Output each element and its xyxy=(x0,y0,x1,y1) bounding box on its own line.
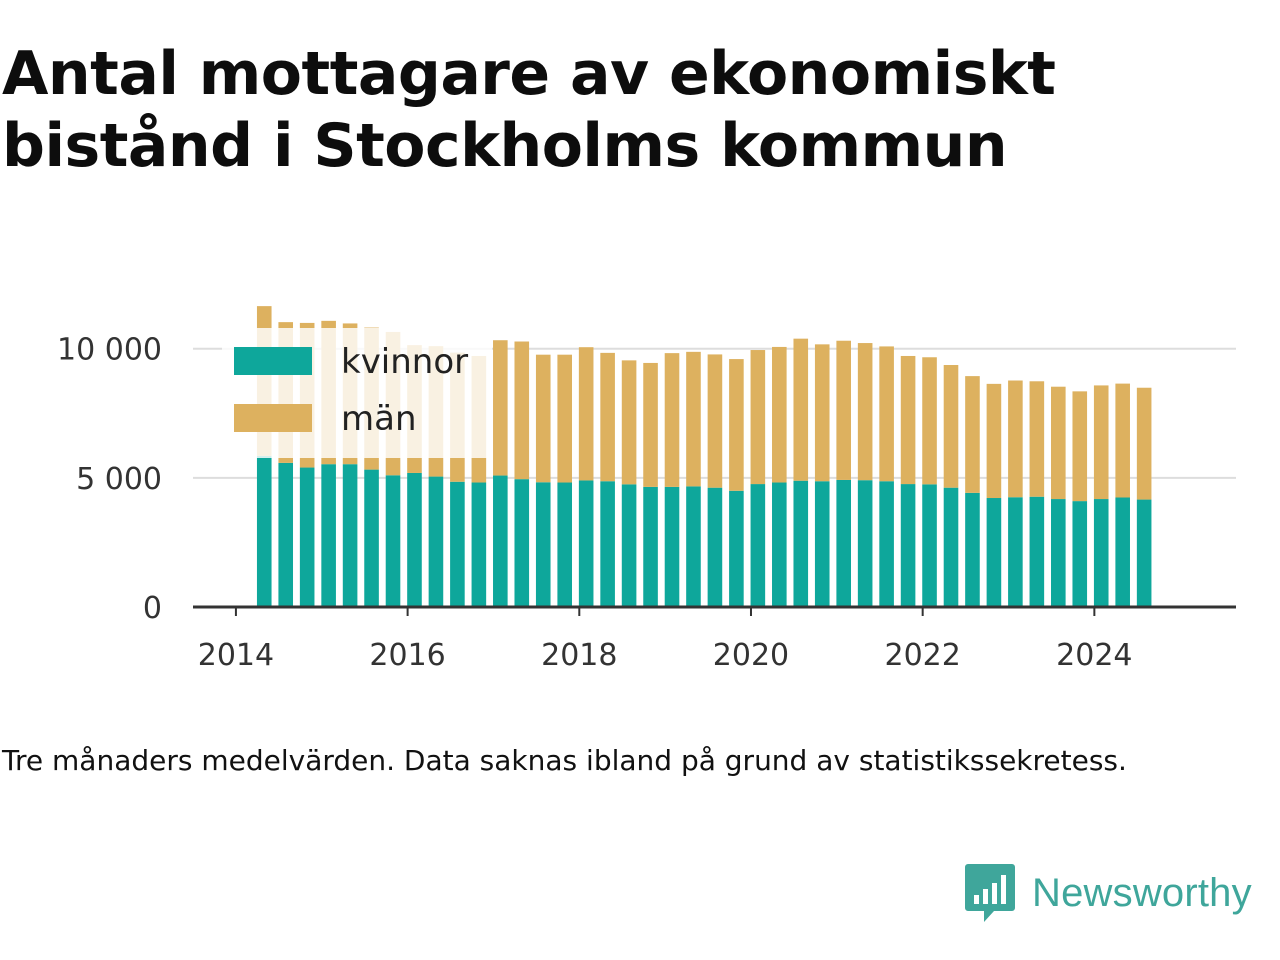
bar-man xyxy=(1115,383,1130,498)
bar-man xyxy=(535,354,551,483)
bar-kvinnor xyxy=(986,498,1002,607)
footnote: Tre månaders medelvärden. Data saknas ib… xyxy=(2,744,1127,777)
bar-man xyxy=(621,360,637,485)
bar-man xyxy=(986,383,1002,499)
bar-man xyxy=(600,352,615,482)
bar-kvinnor xyxy=(256,455,272,607)
bar-kvinnor xyxy=(578,480,594,607)
stacked-bar-chart: 0 5 000 10 000 2014 2016 2018 2020 2022 2024 kv… xyxy=(57,306,1236,673)
x-tick-label: 2016 xyxy=(369,638,445,673)
bar-kvinnor xyxy=(600,481,615,607)
y-tick-label: 5 000 xyxy=(76,462,162,497)
bar-kvinnor xyxy=(729,490,744,607)
bar-kvinnor xyxy=(857,480,873,607)
legend-swatch-man xyxy=(234,404,312,432)
bar-man xyxy=(557,354,572,483)
bar-kvinnor xyxy=(664,486,680,607)
bar-man xyxy=(922,357,937,485)
x-tick-label: 2014 xyxy=(198,638,274,673)
bar-kvinnor xyxy=(750,484,766,607)
bar-kvinnor xyxy=(493,475,508,607)
bar-kvinnor xyxy=(299,467,315,607)
legend: kvinnor män xyxy=(222,328,492,458)
bars xyxy=(256,306,1152,607)
bar-man xyxy=(578,347,594,481)
y-axis-ticks: 0 5 000 10 000 xyxy=(57,333,162,626)
bar-man xyxy=(729,359,744,491)
bar-man xyxy=(750,350,766,485)
bar-kvinnor xyxy=(535,482,551,607)
bar-kvinnor xyxy=(922,484,937,607)
bar-man xyxy=(857,343,873,481)
legend-swatch-kvinnor xyxy=(234,347,312,375)
bar-kvinnor xyxy=(643,486,658,607)
bar-kvinnor xyxy=(1029,496,1045,607)
bar-kvinnor xyxy=(772,482,787,607)
x-tick-label: 2020 xyxy=(713,638,789,673)
bar-man xyxy=(493,340,508,476)
bar-man xyxy=(943,365,959,488)
bar-kvinnor xyxy=(407,472,422,607)
bar-kvinnor xyxy=(364,469,379,607)
bar-kvinnor xyxy=(1136,499,1152,607)
newsworthy-logo-icon xyxy=(965,864,1015,922)
x-tick-label: 2018 xyxy=(541,638,617,673)
bar-man xyxy=(900,355,916,485)
bar-kvinnor xyxy=(621,484,637,607)
bar-kvinnor xyxy=(450,481,465,607)
brand-name: Newsworthy xyxy=(1032,870,1252,915)
bar-man xyxy=(1136,387,1152,500)
bar-man xyxy=(772,346,787,483)
bar-man xyxy=(1008,380,1023,498)
bar-man xyxy=(686,351,701,487)
bar-man xyxy=(1093,385,1109,500)
brand-logo[interactable]: Newsworthy xyxy=(964,862,1252,924)
bar-kvinnor xyxy=(557,482,572,607)
bar-man xyxy=(1051,386,1066,500)
bar-man xyxy=(664,353,680,487)
bar-man xyxy=(836,340,851,480)
bar-man xyxy=(643,362,658,487)
bar-man xyxy=(1072,391,1088,502)
legend-label-man: män xyxy=(341,399,417,439)
bar-kvinnor xyxy=(278,462,294,607)
legend-label-kvinnor: kvinnor xyxy=(341,342,468,382)
bar-man xyxy=(1029,381,1045,497)
bar-kvinnor xyxy=(879,481,894,607)
bar-kvinnor xyxy=(686,486,701,607)
x-tick-label: 2022 xyxy=(884,638,960,673)
bar-kvinnor xyxy=(385,475,401,607)
x-tick-label: 2024 xyxy=(1056,638,1132,673)
bar-kvinnor xyxy=(707,487,723,607)
bar-kvinnor xyxy=(943,487,959,607)
bar-kvinnor xyxy=(471,482,487,607)
bar-kvinnor xyxy=(1008,497,1023,607)
bar-man xyxy=(965,376,980,493)
bar-kvinnor xyxy=(1093,499,1109,607)
bar-kvinnor xyxy=(321,464,336,607)
x-axis: 2014 2016 2018 2020 2022 2024 xyxy=(193,605,1236,673)
bar-kvinnor xyxy=(793,480,809,607)
bar-kvinnor xyxy=(836,479,851,607)
bar-kvinnor xyxy=(1115,497,1130,607)
bar-man xyxy=(814,344,830,482)
bar-kvinnor xyxy=(342,464,358,607)
bar-kvinnor xyxy=(814,481,830,607)
bar-man xyxy=(707,354,723,488)
y-tick-label: 0 xyxy=(143,591,162,626)
y-tick-label: 10 000 xyxy=(57,333,162,368)
bar-kvinnor xyxy=(900,484,916,607)
bar-kvinnor xyxy=(514,479,530,607)
bar-kvinnor xyxy=(1051,499,1066,607)
bar-man xyxy=(793,338,809,481)
chart-title: Antal mottagare av ekonomiskt bistånd i … xyxy=(2,39,1056,181)
bar-man xyxy=(879,346,894,482)
bar-man xyxy=(514,341,530,480)
bar-kvinnor xyxy=(428,476,444,607)
bar-kvinnor xyxy=(965,492,980,607)
bar-kvinnor xyxy=(1072,501,1088,607)
